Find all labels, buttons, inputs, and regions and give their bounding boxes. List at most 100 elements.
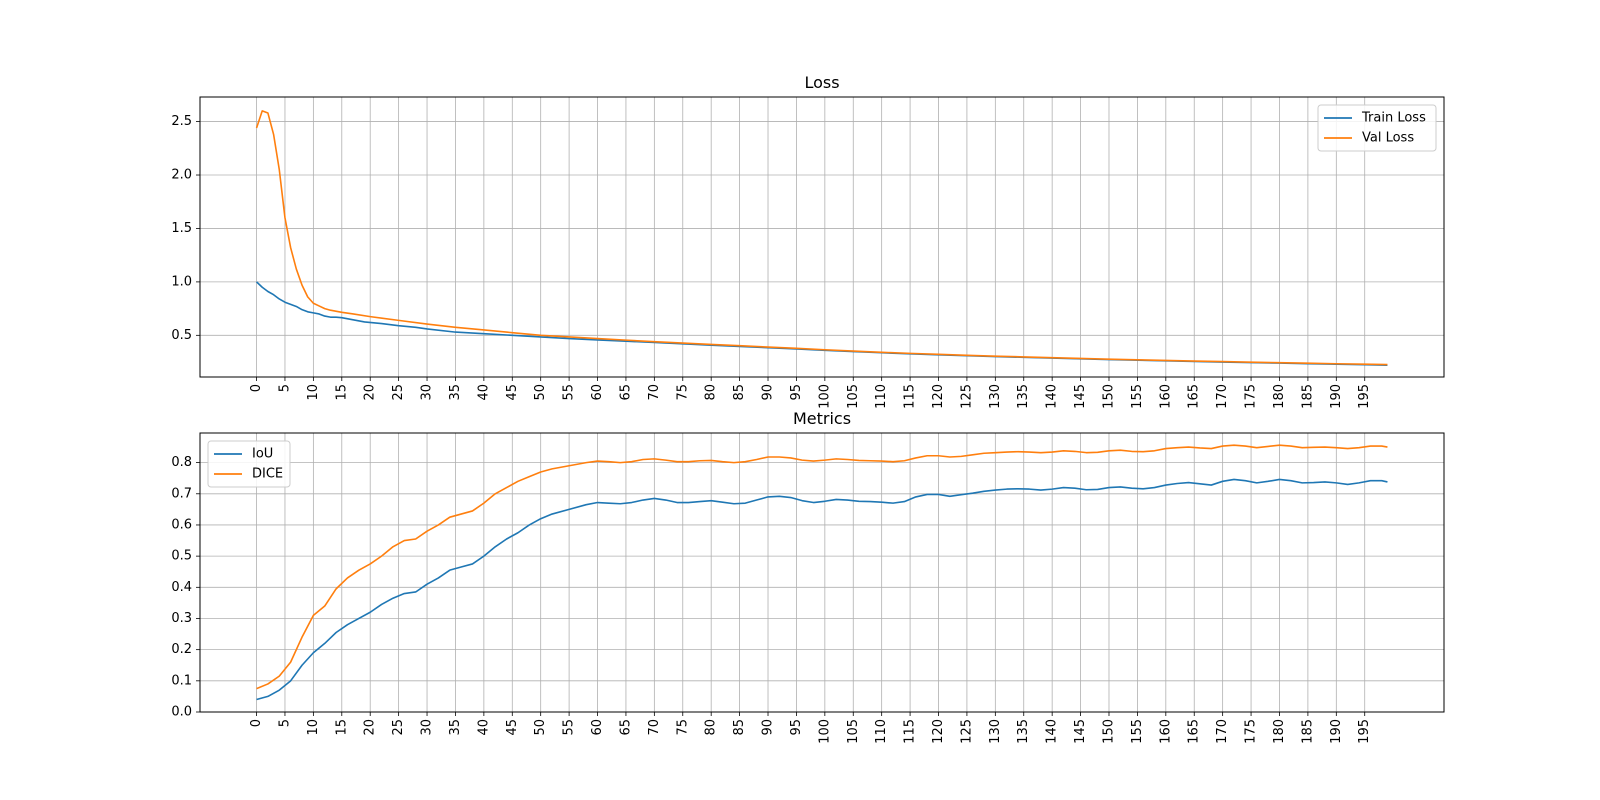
x-tick-label: 15 — [334, 719, 349, 736]
y-tick-label: 0.3 — [171, 611, 192, 626]
y-tick-label: 2.0 — [171, 168, 192, 183]
x-tick-label: 135 — [1016, 384, 1031, 409]
x-tick-label: 145 — [1073, 719, 1088, 744]
legend-label: Train Loss — [1361, 111, 1426, 126]
legend-label: IoU — [252, 447, 273, 462]
series-line-val-loss — [255, 110, 1388, 366]
x-tick-label: 45 — [505, 384, 520, 401]
y-tick-label: 0.6 — [171, 517, 192, 532]
x-tick-label: 75 — [675, 384, 690, 401]
x-tick-label: 50 — [533, 384, 548, 401]
x-tick-label: 180 — [1272, 719, 1287, 744]
x-tick-label: 100 — [817, 719, 832, 744]
x-tick-label: 175 — [1244, 384, 1259, 409]
x-tick-label: 95 — [789, 719, 804, 736]
x-tick-label: 190 — [1329, 719, 1344, 744]
loss-chart: 0 5 10 15 20 25 30 35 40 45 50 55 60 65 70 75 80 85 90 95 10… — [171, 73, 1445, 409]
x-tick-label: 10 — [306, 719, 321, 736]
x-tick-label: 40 — [476, 384, 491, 401]
x-tick-label: 185 — [1300, 719, 1315, 744]
x-tick-label: 20 — [363, 384, 378, 401]
x-tick-label: 65 — [618, 384, 633, 401]
x-tick-label: 170 — [1215, 719, 1230, 744]
axes-frame — [199, 432, 1445, 713]
x-tick-label: 150 — [1101, 719, 1116, 744]
legend-label: Val Loss — [1362, 131, 1414, 146]
legend-box — [207, 440, 291, 488]
x-tick-label: 50 — [533, 719, 548, 736]
x-tick-label: 60 — [590, 719, 605, 736]
x-tick-label: 145 — [1073, 384, 1088, 409]
x-tick-label: 90 — [761, 719, 776, 736]
x-tick-label: 180 — [1272, 384, 1287, 409]
y-tick-label: 0.5 — [171, 549, 192, 564]
x-tick-label: 155 — [1130, 384, 1145, 409]
x-tick-label: 80 — [704, 384, 719, 401]
x-tick-label: 20 — [363, 719, 378, 736]
x-tick-label: 5 — [277, 384, 292, 392]
y-tick-label: 1.5 — [171, 221, 192, 236]
x-tick-label: 95 — [789, 384, 804, 401]
x-tick-label: 150 — [1101, 384, 1116, 409]
x-tick-label: 190 — [1329, 384, 1344, 409]
legend-box — [1317, 104, 1437, 152]
x-tick-label: 75 — [675, 719, 690, 736]
x-tick-label: 130 — [988, 719, 1003, 744]
x-tick-label: 135 — [1016, 719, 1031, 744]
legend: IoU DICE — [207, 440, 291, 488]
x-tick-label: 0 — [249, 719, 264, 727]
metrics-chart: 0 5 10 15 20 25 30 35 40 45 50 55 60 65 70 75 80 85 90 95 10… — [171, 409, 1445, 744]
x-tick-label: 70 — [647, 719, 662, 736]
y-tick-label: 0.4 — [171, 580, 192, 595]
x-tick-label: 90 — [761, 384, 776, 401]
x-tick-label: 185 — [1300, 384, 1315, 409]
x-tick-label: 45 — [505, 719, 520, 736]
x-tick-label: 160 — [1158, 384, 1173, 409]
chart-title: Loss — [804, 73, 839, 92]
axes-frame — [199, 96, 1445, 378]
x-tick-label: 25 — [391, 384, 406, 401]
x-tick-label: 10 — [306, 384, 321, 401]
x-tick-label: 105 — [846, 384, 861, 409]
x-tick-label: 105 — [846, 719, 861, 744]
x-tick-label: 55 — [562, 719, 577, 736]
x-tick-label: 30 — [420, 719, 435, 736]
x-tick-label: 195 — [1357, 719, 1372, 744]
x-tick-label: 165 — [1187, 384, 1202, 409]
y-tick-label: 0.2 — [171, 642, 192, 657]
x-tick-label: 110 — [874, 384, 889, 409]
x-tick-label: 70 — [647, 384, 662, 401]
x-tick-label: 0 — [249, 384, 264, 392]
y-tick-label: 0.1 — [171, 673, 192, 688]
x-tick-label: 35 — [448, 719, 463, 736]
y-tick-label: 1.0 — [171, 274, 192, 289]
x-tick-label: 55 — [562, 384, 577, 401]
x-tick-label: 130 — [988, 384, 1003, 409]
y-tick-label: 0.5 — [171, 328, 192, 343]
y-tick-label: 0.7 — [171, 486, 192, 501]
x-tick-label: 195 — [1357, 384, 1372, 409]
x-tick-label: 35 — [448, 384, 463, 401]
x-tick-label: 155 — [1130, 719, 1145, 744]
x-tick-label: 170 — [1215, 384, 1230, 409]
legend: Train Loss Val Loss — [1317, 104, 1437, 152]
legend-label: DICE — [252, 467, 283, 482]
x-tick-label: 165 — [1187, 719, 1202, 744]
x-tick-label: 175 — [1244, 719, 1259, 744]
x-tick-label: 65 — [618, 719, 633, 736]
x-tick-label: 140 — [1045, 384, 1060, 409]
x-tick-label: 125 — [959, 719, 974, 744]
x-tick-label: 115 — [903, 719, 918, 744]
series-line-iou — [256, 478, 1388, 701]
x-tick-label: 160 — [1158, 719, 1173, 744]
x-tick-label: 125 — [959, 384, 974, 409]
x-tick-label: 30 — [420, 384, 435, 401]
x-tick-label: 40 — [476, 719, 491, 736]
y-tick-label: 0.0 — [171, 705, 192, 720]
series-line-dice — [256, 444, 1388, 690]
x-tick-label: 110 — [874, 719, 889, 744]
x-tick-label: 25 — [391, 719, 406, 736]
x-tick-label: 80 — [704, 719, 719, 736]
x-tick-label: 120 — [931, 719, 946, 744]
